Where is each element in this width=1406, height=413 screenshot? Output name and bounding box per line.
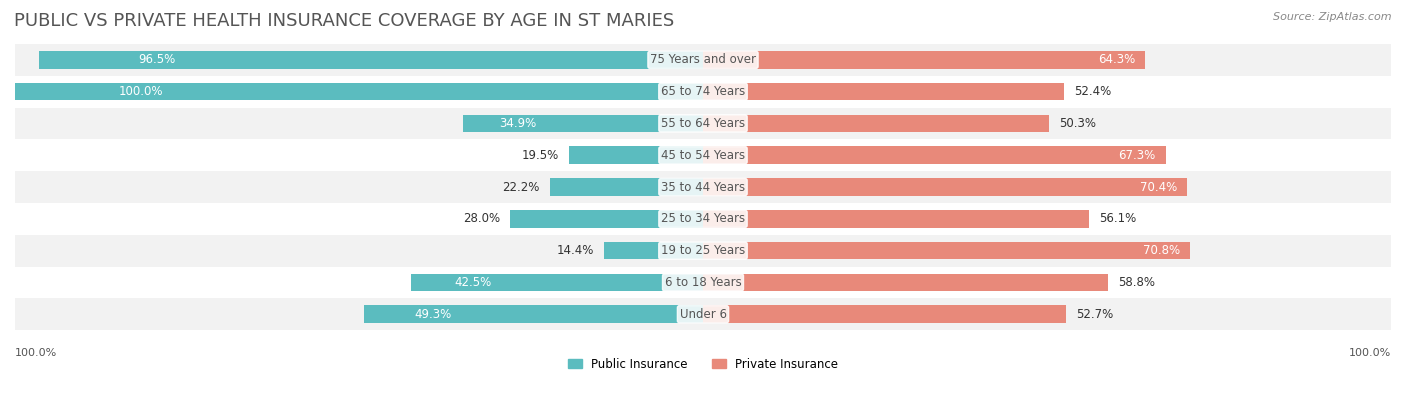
Text: 56.1%: 56.1%: [1099, 212, 1136, 225]
Bar: [15, 107, 1391, 139]
Bar: [569, 147, 703, 164]
Bar: [703, 51, 1146, 69]
Text: 42.5%: 42.5%: [454, 276, 492, 289]
Bar: [15, 235, 1391, 266]
Text: 64.3%: 64.3%: [1098, 53, 1135, 66]
Bar: [703, 210, 1090, 228]
Text: 100.0%: 100.0%: [15, 348, 58, 358]
Bar: [39, 51, 703, 69]
Bar: [15, 298, 1391, 330]
Bar: [703, 147, 1166, 164]
Text: 14.4%: 14.4%: [557, 244, 593, 257]
Text: 19 to 25 Years: 19 to 25 Years: [661, 244, 745, 257]
Text: 19.5%: 19.5%: [522, 149, 558, 162]
Text: 67.3%: 67.3%: [1118, 149, 1156, 162]
Bar: [15, 76, 1391, 107]
Text: Under 6: Under 6: [679, 308, 727, 321]
Bar: [703, 274, 1108, 291]
Bar: [510, 210, 703, 228]
Text: 100.0%: 100.0%: [1348, 348, 1391, 358]
Bar: [703, 178, 1187, 196]
Bar: [703, 83, 1063, 100]
Text: 45 to 54 Years: 45 to 54 Years: [661, 149, 745, 162]
Text: 34.9%: 34.9%: [499, 117, 536, 130]
Text: Source: ZipAtlas.com: Source: ZipAtlas.com: [1274, 12, 1392, 22]
Bar: [703, 242, 1189, 259]
Text: 6 to 18 Years: 6 to 18 Years: [665, 276, 741, 289]
Bar: [463, 115, 703, 132]
Text: PUBLIC VS PRIVATE HEALTH INSURANCE COVERAGE BY AGE IN ST MARIES: PUBLIC VS PRIVATE HEALTH INSURANCE COVER…: [14, 12, 675, 31]
Text: 28.0%: 28.0%: [463, 212, 501, 225]
Bar: [411, 274, 703, 291]
Text: 70.4%: 70.4%: [1140, 180, 1177, 194]
Text: 25 to 34 Years: 25 to 34 Years: [661, 212, 745, 225]
Text: 50.3%: 50.3%: [1059, 117, 1097, 130]
Text: 52.4%: 52.4%: [1074, 85, 1111, 98]
Bar: [15, 203, 1391, 235]
Text: 55 to 64 Years: 55 to 64 Years: [661, 117, 745, 130]
Text: 96.5%: 96.5%: [139, 53, 176, 66]
Bar: [15, 171, 1391, 203]
Text: 35 to 44 Years: 35 to 44 Years: [661, 180, 745, 194]
Bar: [703, 306, 1066, 323]
Bar: [15, 44, 1391, 76]
Text: 75 Years and over: 75 Years and over: [650, 53, 756, 66]
Bar: [15, 83, 703, 100]
Bar: [703, 115, 1049, 132]
Bar: [15, 266, 1391, 298]
Text: 49.3%: 49.3%: [415, 308, 451, 321]
Bar: [364, 306, 703, 323]
Text: 70.8%: 70.8%: [1143, 244, 1180, 257]
Text: 52.7%: 52.7%: [1076, 308, 1114, 321]
Text: 22.2%: 22.2%: [502, 180, 540, 194]
Bar: [15, 139, 1391, 171]
Legend: Public Insurance, Private Insurance: Public Insurance, Private Insurance: [564, 353, 842, 376]
Bar: [605, 242, 703, 259]
Text: 100.0%: 100.0%: [118, 85, 163, 98]
Bar: [550, 178, 703, 196]
Text: 65 to 74 Years: 65 to 74 Years: [661, 85, 745, 98]
Text: 58.8%: 58.8%: [1118, 276, 1154, 289]
